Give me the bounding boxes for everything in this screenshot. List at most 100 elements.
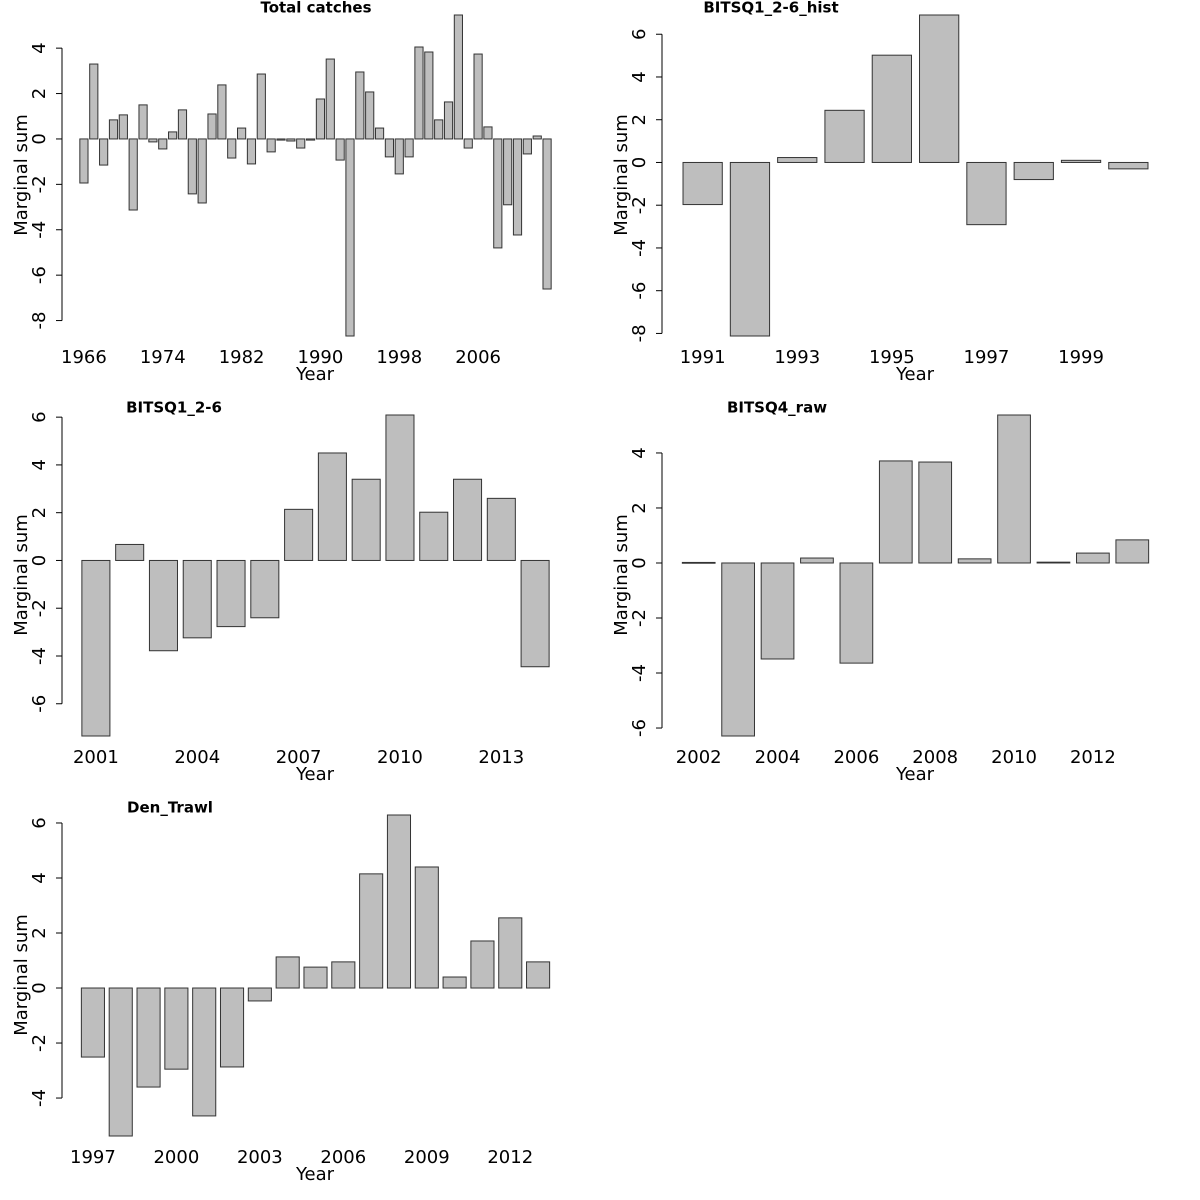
y-tick-label: -4 bbox=[29, 1089, 50, 1107]
y-tick-label: -2 bbox=[29, 175, 50, 193]
bar bbox=[966, 161, 1007, 226]
bar bbox=[345, 138, 355, 337]
y-tick-label: -6 bbox=[629, 282, 650, 300]
x-axis-label: Year bbox=[895, 764, 935, 785]
bar bbox=[317, 452, 347, 561]
panel: Den_Trawl -4 -2 0 2 4 6 1997 2000 2003 2006 2009 201… bbox=[11, 799, 551, 1185]
bar bbox=[355, 71, 365, 140]
y-tick-label: 4 bbox=[629, 71, 650, 82]
bar bbox=[305, 138, 316, 141]
bar bbox=[217, 84, 227, 140]
y-tick-label: 2 bbox=[629, 114, 650, 125]
bar bbox=[532, 135, 542, 140]
chart-title: BITSQ1_2-6 bbox=[126, 399, 222, 417]
bar bbox=[483, 126, 493, 140]
bar bbox=[1076, 552, 1110, 564]
chart-title: BITSQ1_2-6_hist bbox=[703, 0, 838, 17]
x-tick-label: 2013 bbox=[478, 747, 524, 768]
bar bbox=[187, 138, 197, 195]
x-tick-label: 2012 bbox=[487, 1147, 533, 1168]
y-tick-label: -6 bbox=[29, 695, 50, 713]
x-tick-label: 1997 bbox=[70, 1147, 116, 1168]
y-tick-label: 4 bbox=[29, 459, 50, 470]
bar bbox=[164, 987, 189, 1070]
y-axis-label: Marginal sum bbox=[611, 514, 632, 636]
bar bbox=[919, 14, 960, 163]
bar bbox=[219, 987, 245, 1068]
x-tick-label: 2007 bbox=[276, 747, 322, 768]
bar bbox=[108, 119, 119, 140]
chart-title: Den_Trawl bbox=[127, 799, 213, 817]
bar bbox=[493, 138, 503, 249]
x-tick-label: 1982 bbox=[219, 347, 265, 368]
x-tick-label: 2008 bbox=[912, 747, 958, 768]
y-tick-label: 0 bbox=[629, 557, 650, 568]
bar bbox=[315, 98, 326, 140]
bar bbox=[473, 53, 483, 140]
bar bbox=[1036, 561, 1071, 564]
panel: BITSQ1_2-6 -6 -4 -2 0 2 4 6 2001 2004 2007 2010 2013… bbox=[11, 399, 550, 785]
panel: Total catches -8 -6 -4 -2 0 2 4 1966 1974 1982 1990… bbox=[11, 0, 552, 385]
bar bbox=[89, 63, 99, 140]
x-tick-label: 1974 bbox=[140, 347, 186, 368]
bar bbox=[1108, 161, 1149, 170]
x-axis-label: Year bbox=[295, 364, 335, 385]
bar bbox=[414, 46, 424, 140]
y-tick-label: 6 bbox=[629, 29, 650, 40]
bar bbox=[512, 138, 523, 236]
bar bbox=[286, 138, 296, 142]
y-tick-label: -2 bbox=[29, 599, 50, 617]
y-tick-label: 0 bbox=[629, 157, 650, 168]
bar bbox=[777, 157, 818, 163]
x-tick-label: 2006 bbox=[320, 1147, 366, 1168]
bar bbox=[839, 562, 874, 664]
bar bbox=[275, 956, 300, 989]
y-tick-label: -4 bbox=[29, 221, 50, 239]
bar bbox=[760, 562, 795, 660]
y-tick-label: -2 bbox=[629, 609, 650, 627]
x-tick-label: 1995 bbox=[869, 347, 915, 368]
bar bbox=[246, 138, 257, 165]
y-tick-label: 2 bbox=[29, 88, 50, 99]
bar bbox=[158, 138, 168, 150]
y-tick-label: -4 bbox=[629, 239, 650, 257]
bar bbox=[800, 557, 834, 564]
bar bbox=[256, 73, 266, 140]
x-tick-label: 1999 bbox=[1058, 347, 1104, 368]
bar bbox=[404, 138, 414, 158]
x-tick-label: 2001 bbox=[73, 747, 119, 768]
y-tick-label: -6 bbox=[29, 266, 50, 284]
y-axis-label: Marginal sum bbox=[11, 914, 32, 1036]
y-tick-label: 2 bbox=[29, 507, 50, 518]
y-tick-label: 4 bbox=[29, 42, 50, 53]
bar bbox=[453, 478, 483, 561]
bar bbox=[419, 511, 449, 561]
bar bbox=[148, 559, 178, 652]
y-axis-label: Marginal sum bbox=[611, 114, 632, 236]
bar bbox=[434, 119, 444, 140]
y-tick-label: 0 bbox=[29, 133, 50, 144]
y-tick-label: -2 bbox=[29, 1034, 50, 1052]
y-tick-label: -6 bbox=[629, 719, 650, 737]
y-tick-label: 4 bbox=[629, 447, 650, 458]
bar bbox=[503, 138, 513, 206]
bar bbox=[871, 54, 912, 163]
panel: BITSQ1_2-6_hist -8 -6 -4 -2 0 2 4 6 1991 1993 1995 1… bbox=[611, 0, 1149, 385]
bar bbox=[681, 561, 716, 564]
bar bbox=[1013, 161, 1054, 181]
bar bbox=[374, 127, 385, 140]
bar bbox=[522, 138, 532, 155]
bar bbox=[250, 559, 280, 619]
y-tick-label: -4 bbox=[29, 647, 50, 665]
bar bbox=[79, 138, 89, 184]
bar bbox=[197, 138, 207, 204]
bar bbox=[325, 58, 335, 140]
bar bbox=[520, 559, 550, 668]
bar bbox=[284, 508, 314, 561]
bar bbox=[266, 138, 276, 153]
bar bbox=[498, 917, 523, 989]
bar bbox=[335, 138, 345, 161]
bar bbox=[182, 559, 212, 639]
bar bbox=[115, 543, 145, 561]
